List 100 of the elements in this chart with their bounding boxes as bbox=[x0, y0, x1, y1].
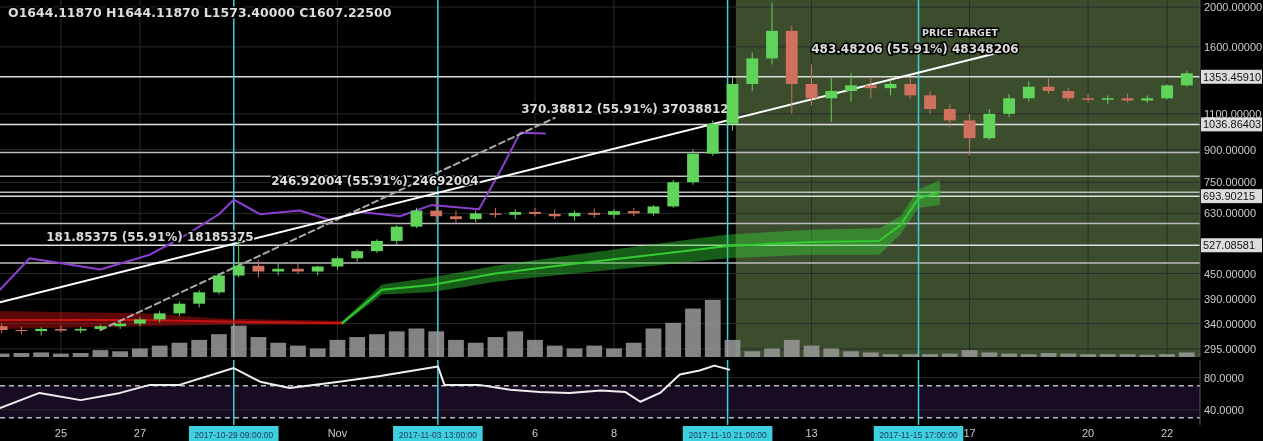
bar bbox=[132, 348, 148, 357]
bar bbox=[1040, 353, 1057, 357]
ref-line-label: 693.90215 bbox=[1203, 190, 1255, 203]
bar bbox=[428, 331, 445, 357]
bar bbox=[981, 352, 998, 357]
y-tick-label: 340.00000 bbox=[1204, 317, 1256, 330]
bar bbox=[388, 331, 405, 357]
candlestick bbox=[864, 76, 877, 99]
bar bbox=[191, 339, 208, 357]
bar bbox=[862, 352, 879, 357]
ref-line-label: 527.08581 bbox=[1203, 239, 1255, 252]
ref-line-label: 2017-11-15 17:00:00 bbox=[879, 429, 958, 440]
bar bbox=[467, 342, 484, 357]
y-tick-label: 80.0000 bbox=[1204, 371, 1244, 384]
candlestick bbox=[805, 63, 818, 107]
bar bbox=[1099, 354, 1116, 357]
candlestick bbox=[1082, 93, 1094, 104]
ref-line-label: 2017-10-29 09:00:00 bbox=[194, 429, 274, 440]
candlestick bbox=[450, 210, 462, 225]
bar bbox=[961, 350, 978, 357]
bar bbox=[487, 337, 504, 357]
ref-line-label: 1353.45910 bbox=[1203, 70, 1262, 83]
y-tick-label: 1100.00000 bbox=[1204, 107, 1262, 120]
candlestick bbox=[390, 224, 403, 245]
x-tick-label: 17 bbox=[963, 427, 976, 439]
y-tick-label: 450.00000 bbox=[1204, 267, 1256, 280]
y-tick-label: 900.00000 bbox=[1204, 143, 1256, 156]
bar bbox=[783, 339, 800, 357]
candlestick bbox=[924, 90, 936, 115]
candlestick bbox=[963, 113, 976, 157]
bar bbox=[1080, 354, 1096, 357]
bar bbox=[724, 339, 741, 357]
candlestick bbox=[904, 78, 917, 99]
bar bbox=[151, 345, 168, 357]
bar bbox=[1159, 354, 1175, 357]
y-tick-label: 1600.00000 bbox=[1204, 40, 1263, 53]
candlestick bbox=[292, 262, 304, 275]
bar bbox=[645, 328, 662, 357]
bar bbox=[92, 350, 109, 357]
bar bbox=[902, 354, 919, 357]
bar bbox=[369, 334, 385, 357]
annotation: 370.38812 (55.91%) 37038812 bbox=[521, 102, 729, 116]
bar bbox=[250, 337, 267, 357]
bar bbox=[211, 334, 227, 357]
bar bbox=[586, 345, 603, 357]
x-tick-label: 8 bbox=[610, 427, 618, 439]
bar bbox=[803, 345, 820, 357]
bar bbox=[72, 353, 89, 357]
x-tick-label: Nov bbox=[327, 427, 348, 439]
bar bbox=[448, 339, 464, 357]
x-tick-label: 27 bbox=[133, 427, 147, 439]
bar bbox=[13, 353, 30, 357]
candlestick bbox=[1022, 80, 1035, 102]
x-tick-label: 13 bbox=[805, 427, 818, 439]
bar bbox=[546, 345, 563, 357]
candlestick bbox=[1003, 93, 1015, 118]
bar bbox=[270, 342, 287, 357]
candlestick bbox=[825, 76, 838, 123]
bar bbox=[566, 348, 583, 357]
bar bbox=[823, 348, 840, 357]
candlestick bbox=[608, 208, 620, 220]
candlestick bbox=[430, 196, 443, 223]
line-series bbox=[0, 364, 731, 410]
bar bbox=[290, 345, 306, 357]
bar bbox=[704, 300, 721, 357]
candlestick bbox=[529, 207, 541, 217]
candlestick bbox=[410, 207, 423, 229]
bar bbox=[171, 342, 188, 357]
candlestick bbox=[943, 103, 956, 128]
bar bbox=[744, 351, 761, 357]
annotation: PRICE TARGET bbox=[922, 27, 999, 38]
bar bbox=[507, 331, 524, 357]
bar bbox=[527, 339, 543, 357]
candlestick bbox=[845, 72, 857, 102]
ref-line-label: 2017-11-03 13:00:00 bbox=[398, 429, 478, 440]
bar bbox=[606, 348, 622, 357]
y-tick-label: 295.00000 bbox=[1204, 342, 1256, 355]
ref-line-label: 2017-11-10 21:00:00 bbox=[688, 429, 767, 440]
bar bbox=[349, 337, 366, 357]
ref-line-label: 1036.86403 bbox=[1203, 118, 1262, 131]
x-tick-label: 22 bbox=[1160, 427, 1174, 439]
y-tick-label: 390.00000 bbox=[1204, 293, 1256, 306]
y-tick-label: 630.00000 bbox=[1204, 207, 1256, 220]
x-tick-label: 25 bbox=[54, 427, 68, 439]
bar bbox=[764, 348, 780, 357]
bar bbox=[1020, 354, 1037, 357]
y-tick-label: 750.00000 bbox=[1204, 176, 1256, 189]
y-tick-label: 2000.00000 bbox=[1204, 1, 1263, 14]
x-tick-label: 6 bbox=[531, 427, 539, 439]
bar bbox=[329, 339, 346, 357]
candlestick bbox=[213, 273, 225, 296]
bar bbox=[230, 325, 247, 357]
candlestick bbox=[54, 325, 67, 333]
bar bbox=[33, 352, 50, 357]
bar bbox=[408, 328, 425, 357]
bar bbox=[685, 308, 701, 357]
bar bbox=[882, 354, 899, 357]
bar bbox=[922, 354, 938, 357]
bar bbox=[665, 322, 682, 357]
bar bbox=[112, 351, 129, 357]
